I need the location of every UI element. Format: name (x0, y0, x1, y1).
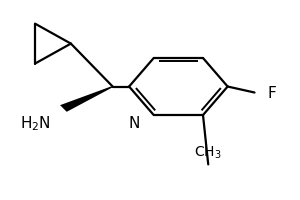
Text: F: F (268, 86, 277, 101)
Polygon shape (60, 87, 113, 112)
Text: N: N (129, 115, 140, 130)
Text: H$_2$N: H$_2$N (20, 114, 50, 132)
Text: CH$_3$: CH$_3$ (194, 143, 222, 160)
